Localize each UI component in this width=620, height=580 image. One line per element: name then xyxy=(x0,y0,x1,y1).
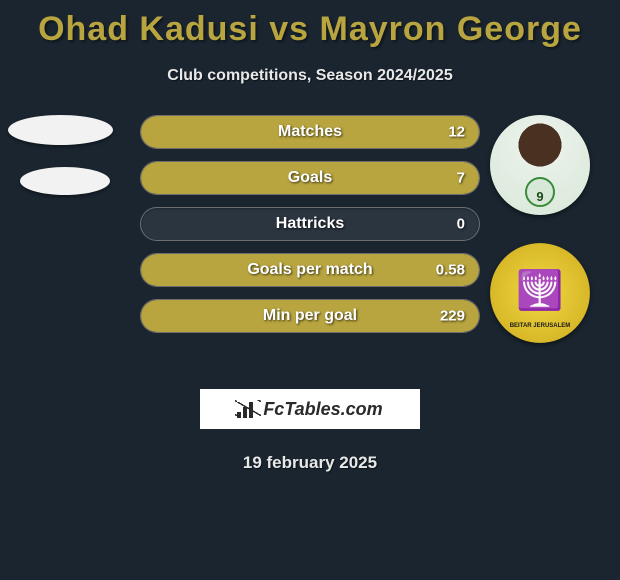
stat-value-right: 12 xyxy=(448,124,465,141)
right-player-photo: 9 xyxy=(490,115,590,215)
left-player-column xyxy=(8,115,123,217)
stat-row-hattricks: Hattricks 0 xyxy=(140,207,480,241)
stat-label: Hattricks xyxy=(276,215,344,233)
brand-text: FcTables.com xyxy=(263,399,382,420)
stat-label: Matches xyxy=(278,123,342,141)
stat-bars: Matches 12 Goals 7 Hattricks 0 Goals per… xyxy=(140,115,480,345)
right-player-column: 9 🕎 BEITAR JERUSALEM xyxy=(490,115,600,371)
page-subtitle: Club competitions, Season 2024/2025 xyxy=(0,67,620,85)
stat-label: Min per goal xyxy=(263,307,357,325)
stat-value-right: 0 xyxy=(457,216,465,233)
right-club-logo: 🕎 BEITAR JERUSALEM xyxy=(490,243,590,343)
chart-icon xyxy=(237,400,259,418)
stat-value-right: 0.58 xyxy=(436,262,465,279)
left-player-placeholder-1 xyxy=(8,115,113,145)
stat-row-goals: Goals 7 xyxy=(140,161,480,195)
club-logo-text: BEITAR JERUSALEM xyxy=(510,323,571,329)
jersey-number: 9 xyxy=(536,189,543,204)
stat-value-right: 7 xyxy=(457,170,465,187)
stat-row-gpm: Goals per match 0.58 xyxy=(140,253,480,287)
stat-row-matches: Matches 12 xyxy=(140,115,480,149)
comparison-area: Matches 12 Goals 7 Hattricks 0 Goals per… xyxy=(0,115,620,375)
menorah-icon: 🕎 xyxy=(516,272,563,310)
stat-row-mpg: Min per goal 229 xyxy=(140,299,480,333)
stat-value-right: 229 xyxy=(440,308,465,325)
stat-label: Goals per match xyxy=(247,261,372,279)
date-text: 19 february 2025 xyxy=(0,453,620,473)
brand-box[interactable]: FcTables.com xyxy=(200,389,420,429)
left-player-placeholder-2 xyxy=(20,167,110,195)
stat-label: Goals xyxy=(288,169,332,187)
page-title: Ohad Kadusi vs Mayron George xyxy=(0,0,620,49)
